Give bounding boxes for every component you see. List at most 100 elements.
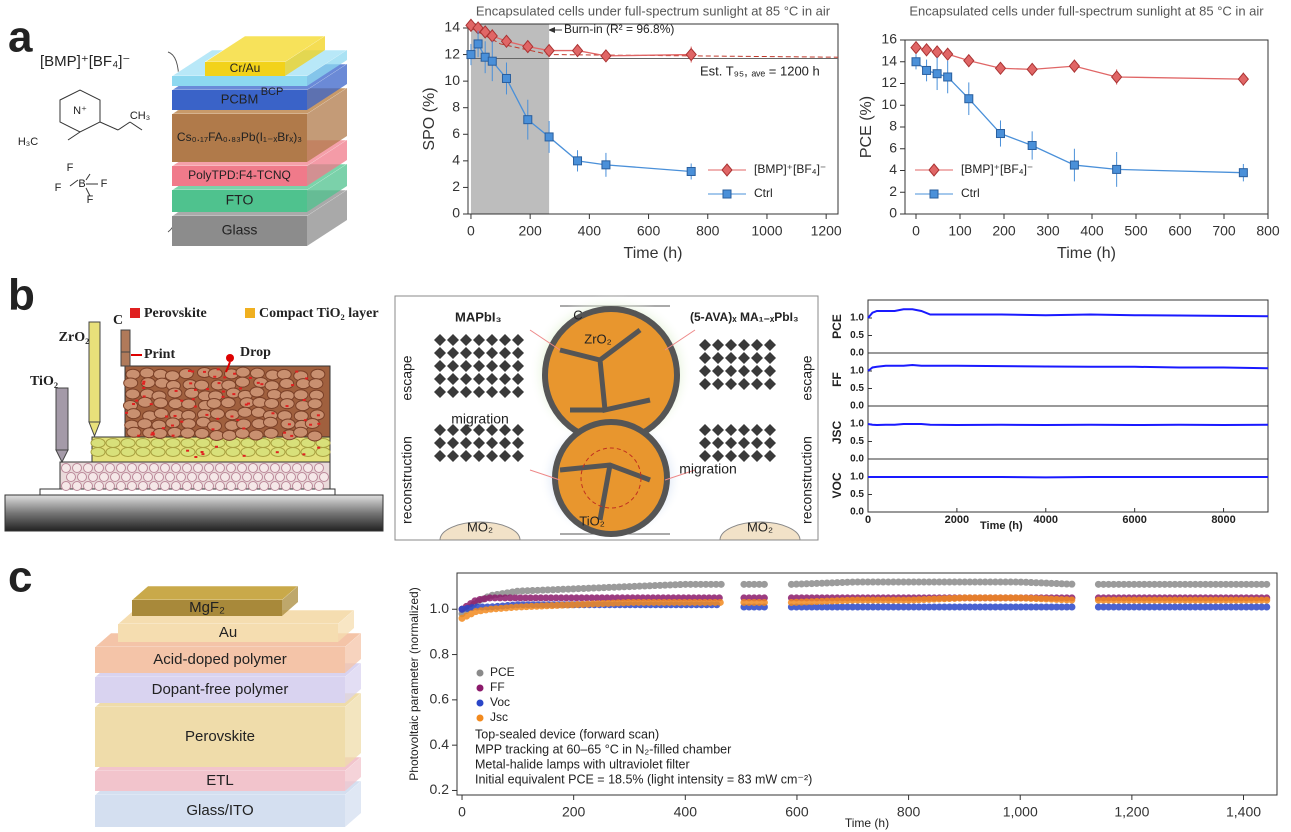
perovskite-speck xyxy=(304,419,307,421)
perovskite-speck xyxy=(215,446,218,448)
perovskite-speck xyxy=(249,377,252,379)
y-tick-label: 0 xyxy=(889,205,897,221)
perovskite-speck xyxy=(288,423,291,425)
y-axis-label: PCE xyxy=(830,314,844,339)
layer-label: ETL xyxy=(206,772,234,789)
mech-label: reconstruction xyxy=(399,436,415,524)
c-nozzle xyxy=(121,330,130,352)
y-tick-label: 6 xyxy=(452,125,460,141)
tio2-particle xyxy=(73,464,82,473)
legend-label: Ctrl xyxy=(961,186,980,200)
perovskite-speck xyxy=(290,435,293,437)
tio2-particle xyxy=(117,464,126,473)
marker xyxy=(467,51,475,59)
perovskite-speck xyxy=(186,450,189,452)
tio2-particle xyxy=(227,464,236,473)
carbon-flake xyxy=(221,398,235,408)
carbon-flake xyxy=(263,417,277,427)
x-tick-label: 600 xyxy=(1168,223,1192,239)
carbon-flake xyxy=(181,428,195,438)
marker xyxy=(1069,60,1079,72)
atom-label: F xyxy=(67,162,74,174)
mech-label: reconstruction xyxy=(799,436,815,524)
perovskite-speck xyxy=(218,382,221,384)
marker xyxy=(524,116,532,124)
x-tick-label: 1,000 xyxy=(1003,804,1038,820)
perovskite-speck xyxy=(211,428,214,430)
tio2-particle xyxy=(232,473,241,482)
y-tick-label: 12 xyxy=(881,74,897,90)
tio2-particle xyxy=(194,482,203,491)
x-tick-label: 1000 xyxy=(751,223,782,239)
c-nozzle-lower xyxy=(121,352,130,366)
carbon-flake xyxy=(250,387,264,397)
y-axis-label: FF xyxy=(830,372,844,387)
x-tick-label: 2000 xyxy=(945,514,969,526)
subplot-frame xyxy=(868,406,1268,459)
carbon-flake xyxy=(126,389,140,399)
y-tick-label: 0.6 xyxy=(430,691,450,707)
marker xyxy=(912,58,920,66)
carbon-flake xyxy=(154,398,168,408)
tio2-particle xyxy=(260,464,269,473)
plot-frame xyxy=(905,40,1268,214)
y-tick-label: 1.0 xyxy=(850,313,864,324)
marker xyxy=(923,66,931,74)
y-tick-label: 1.0 xyxy=(850,366,864,377)
annotation: MPP tracking at 60–65 °C in N₂-filled ch… xyxy=(475,742,731,756)
tio2-particle xyxy=(271,482,280,491)
carbon-flake xyxy=(127,409,141,419)
perovskite-speck xyxy=(230,415,233,417)
marker xyxy=(488,57,496,65)
tio2-particle xyxy=(276,473,285,482)
atom-label: F xyxy=(55,182,62,194)
marker xyxy=(1070,161,1078,169)
y-tick-label: 0.5 xyxy=(850,383,864,394)
mech-label: migration xyxy=(451,411,509,427)
perovskite-speck xyxy=(201,453,204,455)
tio2-particle xyxy=(67,473,76,482)
perovskite-speck xyxy=(135,400,138,402)
y-tick-label: 0.0 xyxy=(850,401,864,412)
y-tick-label: 0.0 xyxy=(850,348,864,359)
fab-label: C xyxy=(113,313,123,328)
y-tick-label: 16 xyxy=(881,31,897,47)
tio2-particle xyxy=(243,473,252,482)
tio2-particle xyxy=(139,482,148,491)
zro2-particle xyxy=(121,448,135,457)
zro2-particle xyxy=(271,439,285,448)
carbon-flake xyxy=(182,419,196,429)
layer-label: FTO xyxy=(226,192,254,208)
perovskite-speck xyxy=(232,393,235,395)
tio2-particle xyxy=(172,464,181,473)
x-tick-label: 500 xyxy=(1124,223,1148,239)
tio2-particle xyxy=(315,482,324,491)
y-tick-label: 2 xyxy=(452,178,460,194)
layer-label: Dopant-free polymer xyxy=(152,681,289,698)
carbon-flake xyxy=(296,379,310,389)
tio2-particle xyxy=(89,473,98,482)
perovskite-speck xyxy=(236,419,239,421)
marker xyxy=(1113,165,1121,173)
perovskite-speck xyxy=(188,370,191,372)
tio2-particle xyxy=(249,464,258,473)
x-axis-label: Time (h) xyxy=(980,520,1023,532)
figure: abcGlassFTOPolyTPD:F4-TCNQCs₀.₁₇FA₀.₈₃Pb… xyxy=(0,0,1291,832)
tio2-particle xyxy=(238,482,247,491)
carbon-flake xyxy=(208,421,222,431)
perovskite-speck xyxy=(317,447,320,449)
mech-center-label: ZrO₂ xyxy=(584,331,611,346)
perovskite-speck xyxy=(142,387,145,389)
x-tick-label: 800 xyxy=(897,804,921,820)
x-tick-label: 200 xyxy=(518,223,542,239)
perovskite-speck xyxy=(247,403,250,405)
marker xyxy=(1239,169,1247,177)
perovskite-speck xyxy=(257,382,260,384)
perovskite-speck xyxy=(151,432,154,434)
marker xyxy=(723,190,731,198)
tio2-particle xyxy=(293,464,302,473)
tio2-particle xyxy=(150,464,159,473)
y-tick-label: 0.5 xyxy=(850,330,864,341)
marker xyxy=(965,95,973,103)
x-tick-label: 8000 xyxy=(1211,514,1235,526)
